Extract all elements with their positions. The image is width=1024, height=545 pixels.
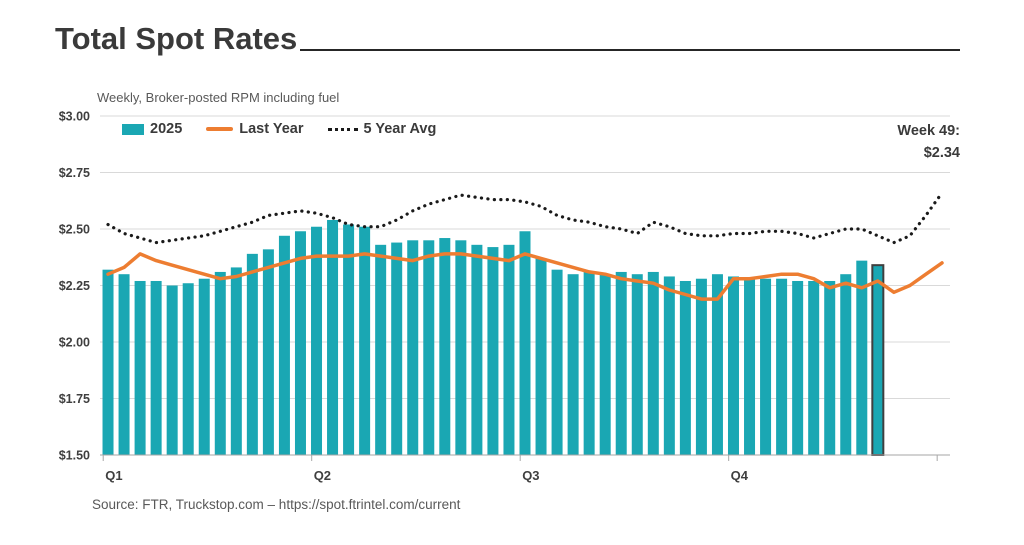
annotation-week-value: $2.34 <box>923 144 960 161</box>
legend-label: 2025 <box>150 121 183 137</box>
bar-week-24 <box>471 244 483 455</box>
bar-week-9 <box>230 267 242 455</box>
bar-week-12 <box>278 235 290 455</box>
bar-week-11 <box>262 249 274 455</box>
bar-week-36 <box>663 276 675 455</box>
legend-marker-swatch <box>122 123 144 135</box>
bar-week-25 <box>487 247 499 455</box>
bar-week-48 <box>856 260 868 455</box>
legend-label: 5 Year Avg <box>363 121 437 137</box>
bar-week-3 <box>134 280 146 455</box>
bar-week-16 <box>343 224 355 455</box>
chart-subtitle: Weekly, Broker-posted RPM including fuel <box>97 90 340 105</box>
bar-week-47 <box>840 274 852 455</box>
bar-week-31 <box>583 271 595 455</box>
week-annotation: Week 49: $2.34 <box>897 121 960 165</box>
legend-marker-line <box>206 127 234 131</box>
bar-week-34 <box>631 274 643 455</box>
y-axis-tick-label: $2.00 <box>59 336 90 350</box>
bar-week-18 <box>375 244 387 455</box>
title-row: Total Spot Rates <box>55 20 960 57</box>
source-text: Source: FTR, Truckstop.com – https://spo… <box>92 497 461 512</box>
bar-week-39 <box>711 274 723 455</box>
title-underline <box>300 49 960 52</box>
bar-week-32 <box>599 274 611 455</box>
y-axis-tick-label: $2.75 <box>59 166 90 180</box>
bar-week-17 <box>359 226 371 455</box>
legend-marker-dots <box>327 127 358 131</box>
bar-week-37 <box>679 280 691 455</box>
bar-week-30 <box>567 274 579 455</box>
legend-item-2025: 2025 <box>122 121 182 137</box>
bar-week-8 <box>214 271 226 455</box>
bar-week-13 <box>294 231 306 455</box>
bar-week-2 <box>118 274 130 455</box>
bar-week-46 <box>824 280 836 455</box>
bar-week-27 <box>519 231 531 455</box>
x-axis-quarter-label: Q3 <box>522 468 539 483</box>
y-axis-tick-label: $2.50 <box>59 223 90 237</box>
bar-week-45 <box>808 280 820 455</box>
bar-week-29 <box>551 269 563 455</box>
bar-week-10 <box>246 253 258 455</box>
bar-week-33 <box>615 271 627 455</box>
legend-item-last-year: Last Year <box>206 121 304 137</box>
bar-week-20 <box>407 240 419 455</box>
bar-week-4 <box>150 280 162 455</box>
bar-week-23 <box>455 240 467 455</box>
legend-label: Last Year <box>239 121 304 137</box>
last-year-line <box>106 252 944 301</box>
bar-week-6 <box>182 283 194 455</box>
bar-week-19 <box>391 242 403 455</box>
bar-week-15 <box>327 219 339 455</box>
bar-week-40 <box>727 276 739 455</box>
x-axis-quarter-label: Q1 <box>105 468 122 483</box>
bar-week-5 <box>166 285 178 455</box>
bar-week-7 <box>198 278 210 455</box>
bar-week-42 <box>760 278 772 455</box>
page-title: Total Spot Rates <box>55 21 298 56</box>
bar-week-14 <box>311 226 323 455</box>
bar-week-43 <box>776 278 788 455</box>
bar-week-35 <box>647 271 659 455</box>
chart-legend: 2025 Last Year 5 Year Avg <box>122 121 436 137</box>
bar-week-26 <box>503 244 515 455</box>
y-axis-tick-label: $1.75 <box>59 392 90 406</box>
bar-week-1 <box>102 269 114 455</box>
bar-week-28 <box>535 258 547 455</box>
bar-week-41 <box>744 278 756 455</box>
bar-week-44 <box>792 280 804 455</box>
x-axis-quarter-label: Q2 <box>314 468 331 483</box>
y-axis-tick-label: $3.00 <box>59 110 90 124</box>
annotation-week-label: Week 49: <box>897 123 960 139</box>
y-axis-tick-label: $2.25 <box>59 279 90 293</box>
y-axis-tick-label: $1.50 <box>59 449 90 463</box>
bar-week-22 <box>439 238 451 455</box>
x-axis-quarter-label: Q4 <box>731 468 749 483</box>
bar-week-21 <box>423 240 435 455</box>
bar-week-38 <box>695 278 707 455</box>
legend-item-5-year-avg: 5 Year Avg <box>327 121 437 137</box>
bar-week-49-highlighted <box>871 264 885 456</box>
